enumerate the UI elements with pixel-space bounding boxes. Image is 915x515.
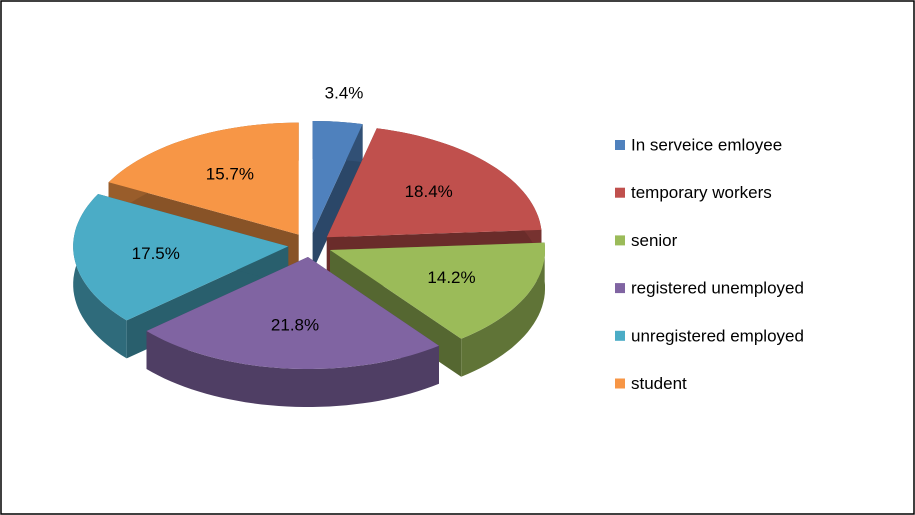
slice-side	[461, 242, 545, 377]
slice-top	[326, 128, 542, 238]
data-label: 14.2%	[427, 268, 475, 287]
legend-label: senior	[631, 231, 678, 250]
slice-top	[330, 242, 545, 339]
slice-top	[146, 257, 439, 369]
legend-label: temporary workers	[631, 183, 772, 202]
legend-label: student	[631, 374, 687, 393]
legend-label: In serveice emloyee	[631, 135, 782, 154]
data-label: 3.4%	[325, 83, 364, 102]
slice-side	[146, 331, 439, 407]
slice-top	[73, 194, 289, 321]
legend-swatch	[615, 187, 625, 198]
pie-slice	[146, 257, 439, 407]
slice-top	[312, 121, 363, 233]
data-label: 15.7%	[206, 165, 254, 184]
pie-slice	[312, 121, 363, 271]
legend-swatch	[615, 140, 625, 150]
legend-swatch	[615, 330, 625, 341]
slice-top	[108, 122, 299, 235]
legend-swatch	[615, 283, 625, 294]
data-label: 17.5%	[132, 244, 180, 263]
slice-side	[312, 124, 363, 271]
legend-swatch	[615, 235, 625, 246]
legend-label: registered unemployed	[631, 279, 804, 298]
legend-label: unregistered employed	[631, 326, 804, 345]
data-label: 21.8%	[271, 316, 319, 335]
legend-swatch	[615, 378, 625, 389]
data-label: 18.4%	[405, 182, 453, 201]
